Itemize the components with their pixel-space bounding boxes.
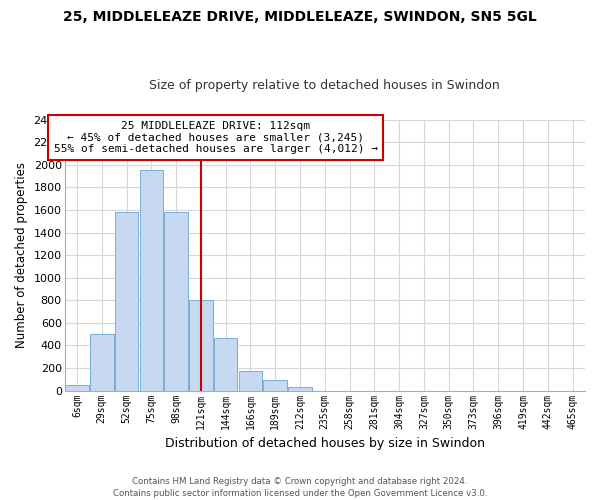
X-axis label: Distribution of detached houses by size in Swindon: Distribution of detached houses by size … [165, 437, 485, 450]
Text: 25 MIDDLELEAZE DRIVE: 112sqm
← 45% of detached houses are smaller (3,245)
55% of: 25 MIDDLELEAZE DRIVE: 112sqm ← 45% of de… [53, 121, 377, 154]
Bar [140, 170, 163, 390]
Bar [65, 385, 89, 390]
Bar [288, 386, 312, 390]
Y-axis label: Number of detached properties: Number of detached properties [15, 162, 28, 348]
Bar [239, 371, 262, 390]
Text: 25, MIDDLELEAZE DRIVE, MIDDLELEAZE, SWINDON, SN5 5GL: 25, MIDDLELEAZE DRIVE, MIDDLELEAZE, SWIN… [63, 10, 537, 24]
Bar [164, 212, 188, 390]
Bar [189, 300, 212, 390]
Title: Size of property relative to detached houses in Swindon: Size of property relative to detached ho… [149, 79, 500, 92]
Bar [263, 380, 287, 390]
Bar [115, 212, 139, 390]
Bar [90, 334, 113, 390]
Text: Contains HM Land Registry data © Crown copyright and database right 2024.
Contai: Contains HM Land Registry data © Crown c… [113, 476, 487, 498]
Bar [214, 338, 238, 390]
